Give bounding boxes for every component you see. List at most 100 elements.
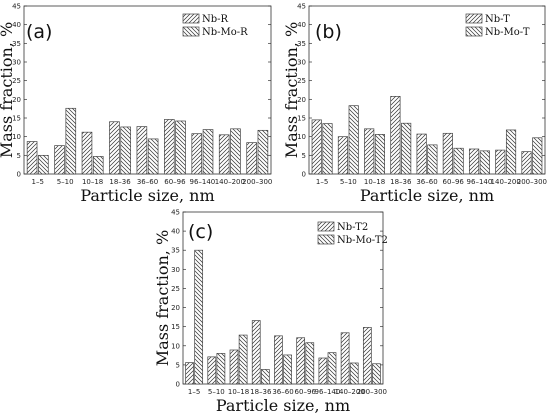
y-tick-label: 35 [12, 40, 21, 48]
y-tick-label: 35 [297, 40, 306, 48]
bar-nb-r-7 [191, 133, 203, 175]
x-axis-label: Particle size, nm [216, 396, 350, 414]
legend-swatch-nb-t2 [317, 221, 335, 232]
bar-nb-mo-r-1 [38, 154, 49, 175]
y-tick-label: 25 [297, 77, 306, 85]
y-tick-label: 5 [17, 152, 21, 160]
legend-label: Nb-T [485, 14, 510, 25]
bar-nb-mo-t2-2 [216, 353, 226, 385]
y-tick-label: 45 [12, 3, 21, 11]
bar-nb-t2-6 [296, 337, 306, 385]
x-tick-label: 200–300 [357, 388, 387, 396]
legend-label: Nb-Mo-T [485, 27, 530, 38]
bar-nb-t-6 [442, 132, 453, 175]
x-tick-label: 18–36 [250, 388, 272, 396]
x-tick-label: 96–140 [315, 388, 341, 396]
legend-label: Nb-R [202, 14, 229, 25]
bar-nb-t-2 [337, 136, 349, 175]
x-tick-label: 36–60 [272, 388, 293, 396]
x-tick-label: 10–18 [228, 388, 249, 396]
bar-nb-t2-1 [185, 362, 194, 385]
bar-nb-t-9 [521, 151, 532, 175]
bar-nb-mo-r-4 [120, 126, 131, 175]
panel-tag: (b) [315, 21, 342, 43]
bar-nb-r-3 [81, 131, 93, 175]
x-tick-label: 140–200 [491, 178, 521, 186]
y-tick-label: 15 [12, 115, 21, 123]
y-tick-label: 30 [297, 59, 306, 67]
y-tick-label: 25 [171, 285, 180, 293]
y-tick-label: 35 [171, 247, 180, 255]
bar-nb-mo-t-8 [505, 129, 517, 175]
bar-nb-mo-t2-1 [194, 249, 204, 385]
y-tick-label: 30 [171, 266, 180, 274]
bar-nb-t-5 [416, 133, 427, 175]
bar-nb-mo-t-5 [427, 144, 438, 175]
legend: Nb-T2 Nb-Mo-T2 [317, 221, 388, 246]
bar-nb-mo-t2-3 [238, 334, 248, 385]
y-tick-label: 10 [171, 342, 180, 350]
y-tick-label: 45 [297, 3, 306, 11]
bar-nb-mo-r-8 [230, 128, 241, 175]
legend-label: Nb-Mo-T2 [337, 235, 388, 246]
y-tick-label: 15 [297, 115, 306, 123]
bar-nb-r-6 [164, 119, 175, 175]
bar-nb-mo-t2-4 [260, 369, 270, 385]
y-tick-label: 40 [12, 21, 21, 29]
x-tick-label: 18–36 [390, 178, 412, 186]
bar-nb-mo-r-5 [147, 138, 159, 175]
x-tick-label: 96–140 [467, 178, 493, 186]
chart-panel-1: 0 5 10 15 20 25 30 35 40 45 1–5 5–10 10–18 18–36 36–60… [0, 3, 272, 206]
legend-swatch-nb-r [182, 13, 200, 24]
x-tick-label: 5–10 [208, 388, 225, 396]
y-tick-label: 40 [297, 21, 306, 29]
y-tick-label: 0 [17, 171, 21, 179]
panel-tag: (c) [188, 221, 213, 243]
y-tick-label: 20 [297, 96, 306, 104]
legend-swatch-nb-mo-t [465, 26, 483, 37]
bar-nb-mo-t2-5 [283, 354, 292, 385]
bar-nb-mo-t-4 [401, 122, 412, 175]
x-tick-label: 36–60 [416, 178, 437, 186]
x-tick-label: 96–140 [189, 178, 215, 186]
legend-swatch-nb-t [465, 13, 483, 24]
plot-frame [308, 5, 546, 175]
bar-nb-t-1 [311, 119, 322, 175]
bar-nb-t-8 [495, 149, 506, 175]
x-tick-label: 18–36 [109, 178, 131, 186]
x-axis-label: Particle size, nm [80, 186, 214, 205]
x-tick-label: 36–60 [137, 178, 158, 186]
x-tick-label: 5–10 [340, 178, 357, 186]
bar-nb-t-7 [468, 148, 480, 175]
x-tick-label: 140–200 [335, 388, 365, 396]
legend-swatch-nb-mo-r [182, 26, 200, 37]
legend-label: Nb-T2 [337, 222, 368, 233]
bar-nb-r-1 [26, 141, 38, 175]
x-tick-label: 10–18 [82, 178, 103, 186]
y-tick-label: 40 [171, 228, 180, 236]
y-tick-label: 45 [171, 209, 180, 217]
bar-nb-t2-2 [207, 356, 217, 385]
legend-label: Nb-Mo-R [202, 27, 248, 38]
bar-nb-t2-4 [251, 320, 261, 385]
x-axis-label: Particle size, nm [360, 186, 494, 205]
x-tick-label: 10–18 [364, 178, 385, 186]
x-tick-label: 200–300 [517, 178, 547, 186]
x-tick-label: 5–10 [57, 178, 74, 186]
plot-frame [23, 5, 272, 175]
x-tick-label: 60–96 [443, 178, 465, 186]
y-tick-label: 15 [171, 323, 180, 331]
bar-nb-t2-5 [274, 335, 283, 385]
y-tick-label: 20 [12, 96, 21, 104]
y-tick-label: 0 [176, 381, 180, 389]
bar-nb-r-9 [246, 142, 257, 175]
bar-nb-t-4 [390, 95, 401, 175]
bar-nb-r-5 [136, 126, 148, 175]
legend: Nb-T Nb-Mo-T [465, 13, 530, 38]
bar-nb-mo-t-7 [479, 150, 490, 175]
bar-nb-r-4 [109, 121, 120, 175]
y-axis-label: Mass fraction, % [0, 22, 16, 158]
bar-nb-mo-r-3 [92, 156, 104, 175]
bar-nb-mo-t-3 [374, 134, 386, 175]
y-tick-label: 0 [302, 171, 306, 179]
